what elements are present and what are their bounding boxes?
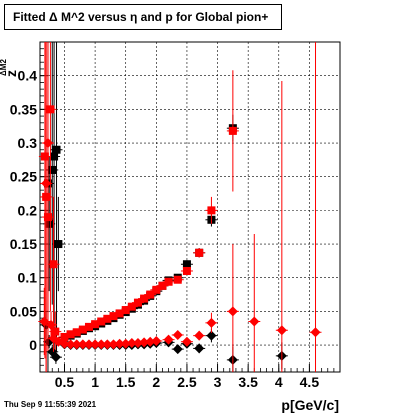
data-point-square (152, 285, 161, 294)
data-point-diamond (65, 339, 76, 350)
data-point-diamond (172, 344, 183, 355)
data-point-square (52, 145, 61, 154)
data-point-diamond (310, 327, 321, 338)
x-tick-label: 2.5 (177, 374, 197, 390)
data-point-square (72, 328, 81, 337)
data-point-diamond (163, 334, 174, 345)
data-point-diamond (151, 336, 162, 347)
data-point-diamond (90, 339, 101, 350)
x-tick-label: 2 (152, 374, 160, 390)
data-point-square (60, 332, 69, 341)
data-point-diamond (42, 138, 53, 149)
data-point-diamond (41, 178, 52, 189)
data-point-diamond (194, 330, 205, 341)
y-tick-label: 0 (29, 337, 37, 353)
data-point-diamond (77, 339, 88, 350)
data-point-square (40, 152, 49, 161)
data-point-diamond (181, 336, 192, 347)
data-point-diamond (227, 306, 238, 317)
data-point-diamond (120, 338, 131, 349)
y-tick-label: 0.05 (10, 303, 37, 319)
y-tick-labels: 0 0.05 0.1 0.15 0.2 0.25 0.3 0.35 0.4 (10, 68, 37, 353)
data-point-square (182, 260, 191, 269)
data-point-square (207, 206, 216, 215)
data-point-square (228, 126, 237, 135)
y-tick-label: 0.4 (18, 68, 38, 84)
plot-frame (39, 41, 341, 373)
data-point-square (115, 309, 124, 318)
timestamp: Thu Sep 9 11:55:39 2021 (4, 400, 97, 409)
x-axis-title: p[GeV/c] (281, 397, 339, 413)
data-point-diamond (39, 316, 50, 327)
y-tick-label: 0.25 (10, 169, 37, 185)
data-point-square (121, 306, 130, 315)
data-point-diamond (59, 338, 70, 349)
data-point-diamond (206, 317, 217, 328)
x-tick-label: 0.5 (55, 374, 75, 390)
data-point-diamond (102, 339, 113, 350)
data-point-diamond (71, 339, 82, 350)
data-point-diamond (139, 337, 150, 348)
data-point-diamond (249, 316, 260, 327)
data-point-square (127, 302, 136, 311)
data-point-square (54, 240, 63, 249)
x-tick-label: 3 (214, 374, 222, 390)
x-tick-label: 1 (91, 374, 99, 390)
data-point-square (48, 165, 57, 174)
data-point-diamond (132, 338, 143, 349)
data-point-square (173, 275, 182, 284)
data-point-square (50, 152, 59, 161)
data-point-square (164, 277, 173, 286)
y-tick-label: 0.15 (10, 236, 37, 252)
data-point-diamond (50, 352, 61, 363)
data-point-square (51, 327, 60, 336)
data-point-diamond (96, 339, 107, 350)
x-tick-label: 3.5 (238, 374, 258, 390)
data-point-diamond (108, 339, 119, 350)
data-point-diamond (114, 338, 125, 349)
data-point-diamond (145, 336, 156, 347)
y-tick-label: 0.1 (18, 270, 38, 286)
data-point-diamond (83, 339, 94, 350)
data-point-diamond (194, 343, 205, 354)
data-point-square (182, 266, 191, 275)
data-point-diamond (206, 330, 217, 341)
data-point-diamond (126, 338, 137, 349)
y-tick-label: 0.35 (10, 101, 37, 117)
data-point-square (49, 260, 58, 269)
data-point-square (84, 322, 93, 331)
x-tick-label: 1.5 (116, 374, 136, 390)
x-tick-label: 4 (275, 374, 283, 390)
data-point-square (78, 325, 87, 334)
y-axis-title-text: zΔM2 (0, 59, 19, 77)
grid (40, 42, 340, 372)
data-point-square (133, 298, 142, 307)
data-marks (38, 42, 322, 372)
data-point-diamond (172, 329, 183, 340)
y-axis-title: zΔM2 (0, 59, 19, 77)
y-tick-label: 0.3 (18, 135, 38, 151)
data-point-square (158, 281, 167, 290)
x-tick-labels: 0.5 1 1.5 2 2.5 3 3.5 4 4.5 (55, 374, 320, 390)
data-point-square (45, 219, 54, 228)
data-point-diamond (276, 325, 287, 336)
data-point-square (103, 314, 112, 323)
y-tick-label: 0.2 (18, 202, 38, 218)
data-point-square (91, 320, 100, 329)
data-point-square (140, 294, 149, 303)
x-tick-label: 4.5 (300, 374, 320, 390)
data-point-square (66, 330, 75, 339)
data-point-square (46, 105, 55, 114)
data-point-square (97, 317, 106, 326)
data-point-square (195, 248, 204, 257)
chart-title: Fitted Δ M^2 versus η and p for Global p… (4, 4, 282, 30)
data-point-square (146, 290, 155, 299)
data-point-square (109, 312, 118, 321)
